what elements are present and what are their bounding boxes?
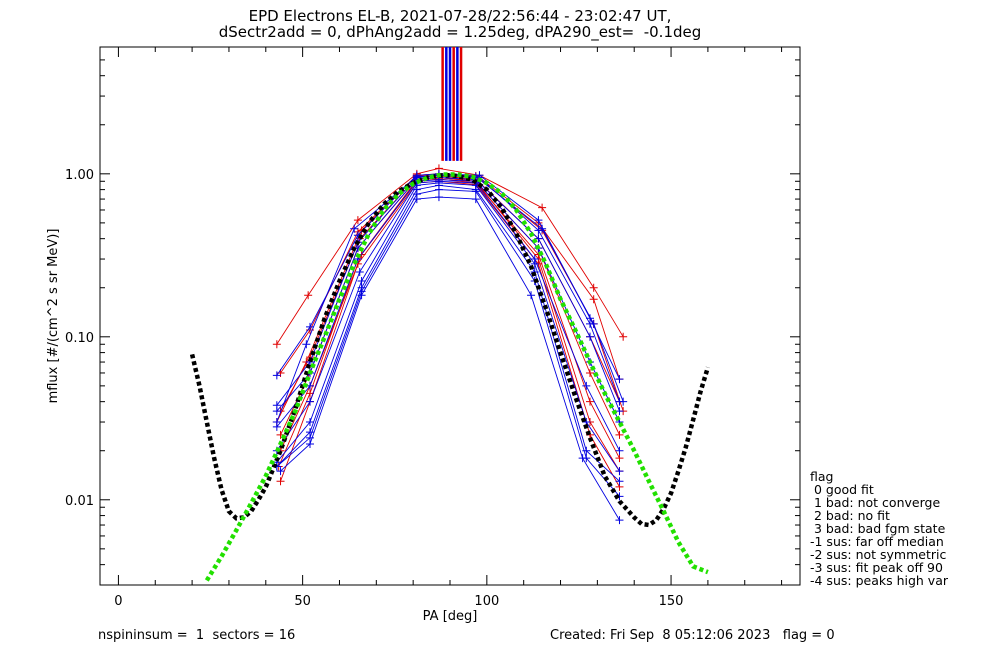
x-tick-label: 50 [294, 594, 311, 609]
chart-subtitle: dSectr2add = 0, dPhAng2add = 1.25deg, dP… [218, 23, 702, 41]
data-point [615, 467, 624, 476]
legend-item: 0 good fit [810, 482, 874, 497]
data-point [589, 319, 598, 328]
legend-item: 1 bad: not converge [810, 495, 941, 510]
data-point [412, 195, 421, 204]
legend-item: -2 sus: not symmetric [810, 547, 947, 562]
data-point [538, 224, 547, 233]
data-point [530, 259, 539, 268]
data-point [357, 291, 366, 300]
data-point [306, 397, 314, 406]
data-point [578, 454, 587, 463]
data-point [471, 195, 480, 204]
legend-item: 2 bad: no fit [810, 508, 890, 523]
x-tick-label: 150 [659, 594, 684, 609]
series-line-blue [276, 177, 620, 412]
legend-item: -3 sus: fit peak off 90 [810, 560, 943, 575]
data-point [353, 216, 362, 225]
plot-area [189, 47, 711, 582]
series-line-red [278, 177, 620, 472]
data-point [306, 322, 314, 331]
series-line-blue [280, 196, 620, 521]
legend-item: 3 bad: bad fgm state [810, 521, 946, 536]
data-point [272, 407, 281, 416]
series-line-red [280, 173, 620, 380]
data-point [619, 332, 628, 341]
data-point [582, 446, 591, 455]
legend-item: -1 sus: far off median [810, 534, 944, 549]
legend-item: -4 sus: peaks high var [810, 573, 949, 588]
data-point [582, 381, 591, 390]
data-point [272, 418, 281, 427]
median-curve [204, 172, 709, 582]
footer-spin-info: nspininsum = 1 sectors = 16 [98, 628, 296, 643]
data-point [586, 368, 594, 377]
data-point [615, 407, 624, 416]
series-line-blue [276, 174, 620, 406]
data-point [615, 446, 624, 455]
data-point [355, 267, 364, 276]
y-tick-label: 1.00 [65, 168, 94, 183]
data-point [357, 276, 366, 285]
data-point [412, 172, 421, 181]
data-point [350, 224, 359, 233]
data-point [589, 283, 598, 292]
y-tick-label: 0.10 [65, 331, 94, 346]
chart-title: EPD Electrons EL-B, 2021-07-28/22:56:44 … [248, 7, 672, 25]
data-point [304, 291, 313, 300]
fit-curve [189, 173, 711, 528]
data-point [276, 477, 285, 486]
data-point [538, 203, 547, 212]
data-point [615, 454, 624, 463]
data-point [306, 418, 314, 427]
data-point [306, 439, 314, 448]
footer-created-info: Created: Fri Sep 8 05:12:06 2023 flag = … [550, 628, 835, 643]
data-point [589, 295, 598, 304]
data-point [272, 340, 281, 349]
x-axis-label: PA [deg] [423, 609, 478, 624]
data-point [276, 467, 285, 476]
x-tick-label: 0 [114, 594, 122, 609]
data-point [534, 226, 543, 235]
series-line-blue [276, 179, 620, 428]
data-point [471, 187, 480, 196]
data-point [586, 397, 594, 406]
x-tick-label: 100 [474, 594, 499, 609]
data-point [434, 193, 443, 202]
data-point [434, 185, 443, 194]
data-point [527, 291, 536, 300]
data-point [615, 375, 624, 384]
flag-legend: flag 0 good fit 1 bad: not converge 2 ba… [810, 470, 948, 587]
data-point [586, 332, 594, 341]
data-point [615, 477, 624, 486]
data-point [302, 340, 311, 349]
series-line-red [280, 175, 620, 412]
y-axis-label: mflux [#/(cm^2 s sr MeV)] [46, 229, 61, 404]
data-point [619, 397, 628, 406]
y-tick-label: 0.01 [65, 494, 94, 509]
data-point [615, 516, 624, 525]
data-point [272, 371, 281, 380]
data-point [615, 430, 624, 439]
legend-title: flag [810, 469, 834, 484]
data-point [534, 216, 543, 225]
